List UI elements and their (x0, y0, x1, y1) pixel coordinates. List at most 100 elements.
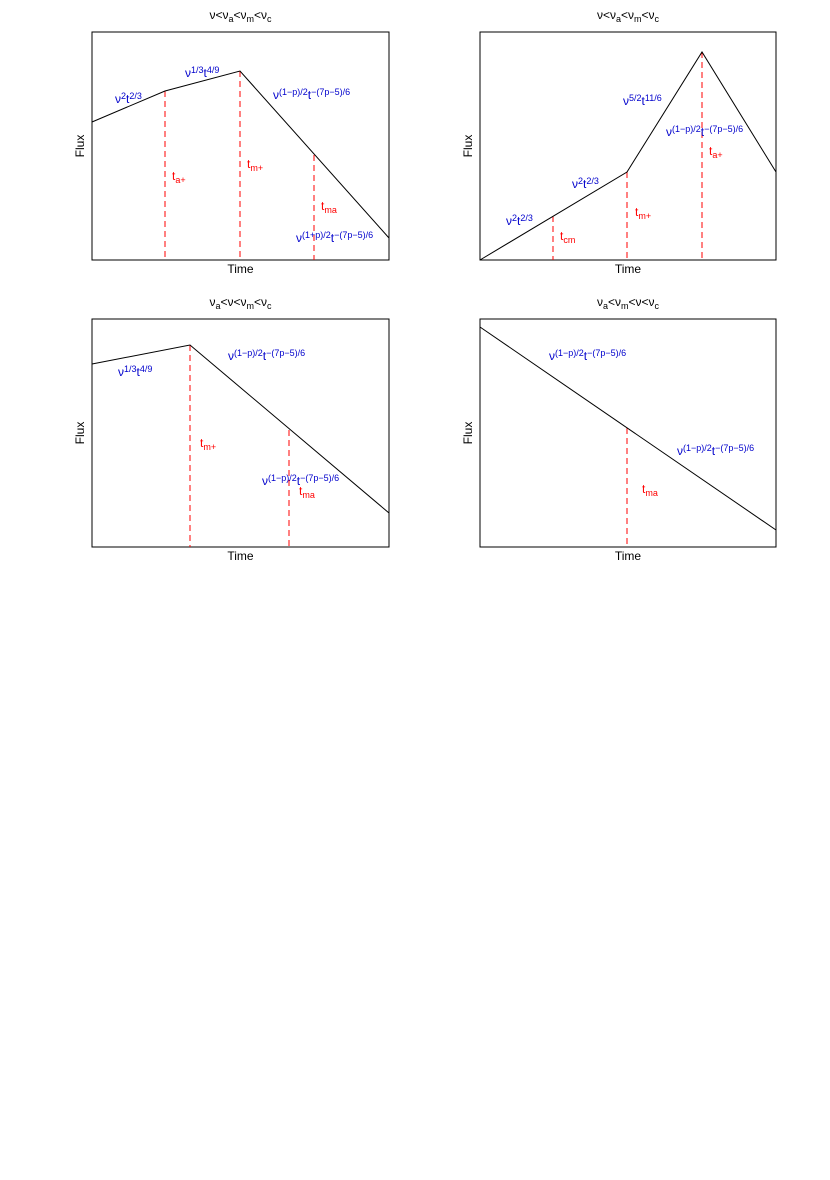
annotation: ν5/2t11/6 (623, 93, 662, 108)
text-segment: t (331, 231, 335, 245)
panel-title: ν<νa<νm<νc (597, 8, 660, 24)
text-segment: c (655, 14, 660, 24)
light-curve (91, 70, 390, 239)
text-segment: ν (623, 94, 629, 108)
text-segment: t (635, 205, 639, 219)
text-segment: ν (273, 88, 279, 102)
text-segment: 2 (578, 176, 583, 186)
text-segment: t (137, 365, 141, 379)
text-segment: ν (572, 177, 578, 191)
text-segment: c (655, 301, 660, 311)
annotation: ν2t2/3 (572, 176, 599, 191)
text-segment: m+ (250, 163, 263, 173)
text-segment: t (560, 229, 564, 243)
text-segment: <ν (642, 8, 655, 22)
text-segment: −(7p−5)/6 (266, 348, 305, 358)
text-segment: (1−p)/2 (683, 443, 712, 453)
annotation: tm+ (200, 436, 216, 452)
text-segment: m (247, 14, 255, 24)
text-segment: ν (115, 92, 121, 106)
annotation: ν(1−p)/2t−(7p−5)/6 (273, 87, 350, 102)
annotation: ν(1−p)/2t−(7p−5)/6 (666, 124, 743, 139)
y-axis-label: Flux (461, 422, 475, 445)
annotation: ta+ (172, 169, 186, 185)
text-segment: <ν (234, 8, 247, 22)
y-axis-label: Flux (461, 135, 475, 158)
text-segment: 1/3 (124, 364, 137, 374)
text-segment: (1+p)/2 (302, 230, 331, 240)
text-segment: t (709, 144, 713, 158)
text-segment: ma (645, 488, 658, 498)
light-curve (479, 51, 777, 261)
panel-title: νa<νm<ν<νc (597, 295, 660, 311)
text-segment: a (215, 301, 220, 311)
annotation: ν(1−p)/2t−(7p−5)/6 (262, 473, 339, 488)
text-segment: ν (209, 295, 215, 309)
text-segment: c (267, 14, 272, 24)
text-segment: t (321, 199, 325, 213)
text-segment: (1−p)/2 (268, 473, 297, 483)
x-axis-label: Time (227, 262, 254, 276)
x-axis-label: Time (227, 549, 254, 563)
text-segment: a (603, 301, 608, 311)
plot-frame (91, 31, 390, 261)
annotation: ta+ (709, 144, 723, 160)
text-segment: 1/3 (191, 65, 204, 75)
text-segment: −(7p−5)/6 (704, 124, 743, 134)
text-segment: t (247, 157, 251, 171)
text-segment: ν (549, 349, 555, 363)
text-segment: ma (324, 205, 337, 215)
text-segment: 2/3 (129, 91, 142, 101)
text-segment: ν (185, 66, 191, 80)
text-segment: c (267, 301, 272, 311)
annotation: tcm (560, 229, 575, 245)
text-segment: (1−p)/2 (555, 348, 584, 358)
text-segment: ν<ν (209, 8, 228, 22)
annotation: tma (299, 484, 315, 500)
text-segment: −(7p−5)/6 (300, 473, 339, 483)
text-segment: ν (118, 365, 124, 379)
text-segment: t (172, 169, 176, 183)
text-segment: ν (262, 474, 268, 488)
text-segment: −(7p−5)/6 (311, 87, 350, 97)
text-segment: <ν (621, 8, 634, 22)
text-segment: 5/2 (629, 93, 642, 103)
text-segment: 2 (512, 213, 517, 223)
text-segment: t (701, 125, 705, 139)
annotation: ν(1−p)/2t−(7p−5)/6 (677, 443, 754, 458)
text-segment: −(7p−5)/6 (334, 230, 373, 240)
text-segment: a+ (175, 175, 185, 185)
text-segment: ν (228, 349, 234, 363)
text-segment: ν (296, 231, 302, 245)
text-segment: t (712, 444, 716, 458)
text-segment: ν<ν (597, 8, 616, 22)
text-segment: <ν<ν (220, 295, 246, 309)
text-segment: ma (302, 490, 315, 500)
text-segment: cm (563, 235, 575, 245)
annotation: ν1/3t4/9 (118, 364, 152, 379)
text-segment: −(7p−5)/6 (715, 443, 754, 453)
x-axis-label: Time (615, 549, 642, 563)
text-segment: 2/3 (586, 176, 599, 186)
annotation: ν(1−p)/2t−(7p−5)/6 (549, 348, 626, 363)
text-segment: ν (677, 444, 683, 458)
text-segment: 4/9 (140, 364, 153, 374)
annotation: ν(1+p)/2t−(7p−5)/6 (296, 230, 373, 245)
text-segment: t (642, 482, 646, 496)
light-curve (479, 326, 777, 531)
text-segment: <ν<ν (629, 295, 655, 309)
text-segment: t (126, 92, 130, 106)
light-curve (91, 344, 390, 514)
y-axis-label: Flux (73, 135, 87, 158)
text-segment: a (616, 14, 621, 24)
annotation: ν2t2/3 (506, 213, 533, 228)
text-segment: (1−p)/2 (234, 348, 263, 358)
text-segment: ν (597, 295, 603, 309)
y-axis-label: Flux (73, 422, 87, 445)
panel-title: νa<ν<νm<νc (209, 295, 272, 311)
text-segment: a+ (712, 150, 722, 160)
text-segment: t (263, 349, 267, 363)
text-segment: <ν (608, 295, 621, 309)
text-segment: t (583, 177, 587, 191)
